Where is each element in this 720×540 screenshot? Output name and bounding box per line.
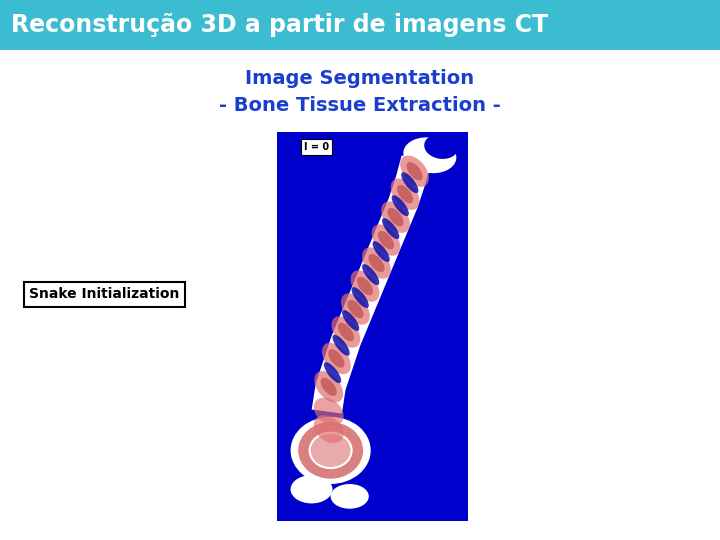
Ellipse shape (381, 201, 410, 233)
Ellipse shape (338, 323, 354, 341)
Ellipse shape (391, 178, 420, 210)
Ellipse shape (341, 293, 370, 325)
Ellipse shape (357, 277, 373, 295)
Text: Reconstrução 3D a partir de imagens CT: Reconstrução 3D a partir de imagens CT (11, 13, 548, 37)
Ellipse shape (314, 415, 343, 443)
Ellipse shape (347, 300, 364, 318)
Ellipse shape (331, 316, 360, 348)
Text: - Bone Tissue Extraction -: - Bone Tissue Extraction - (219, 96, 501, 115)
Ellipse shape (351, 287, 369, 308)
Ellipse shape (324, 362, 341, 383)
Ellipse shape (387, 208, 404, 226)
Ellipse shape (328, 349, 344, 368)
Polygon shape (312, 156, 431, 414)
Ellipse shape (372, 225, 400, 256)
Ellipse shape (372, 241, 390, 262)
Ellipse shape (407, 162, 423, 180)
Ellipse shape (322, 343, 351, 374)
Ellipse shape (382, 218, 400, 239)
Ellipse shape (392, 195, 409, 216)
Ellipse shape (291, 475, 333, 503)
Ellipse shape (333, 335, 350, 356)
Ellipse shape (424, 134, 459, 159)
Text: Image Segmentation: Image Segmentation (246, 69, 474, 88)
Ellipse shape (397, 185, 413, 204)
Ellipse shape (314, 397, 343, 426)
Ellipse shape (362, 247, 391, 279)
Ellipse shape (291, 417, 371, 484)
Text: Snake Initialization: Snake Initialization (30, 287, 179, 301)
Ellipse shape (369, 254, 384, 272)
Ellipse shape (403, 137, 456, 173)
Ellipse shape (351, 271, 379, 302)
Ellipse shape (320, 377, 337, 396)
FancyBboxPatch shape (0, 0, 720, 50)
Ellipse shape (378, 231, 394, 249)
Ellipse shape (330, 484, 369, 509)
Ellipse shape (342, 310, 359, 331)
Ellipse shape (401, 172, 418, 193)
Ellipse shape (400, 156, 429, 187)
Ellipse shape (362, 264, 379, 285)
Ellipse shape (298, 422, 363, 478)
Text: I = 0: I = 0 (304, 142, 329, 152)
Ellipse shape (315, 371, 343, 402)
Ellipse shape (310, 433, 351, 468)
